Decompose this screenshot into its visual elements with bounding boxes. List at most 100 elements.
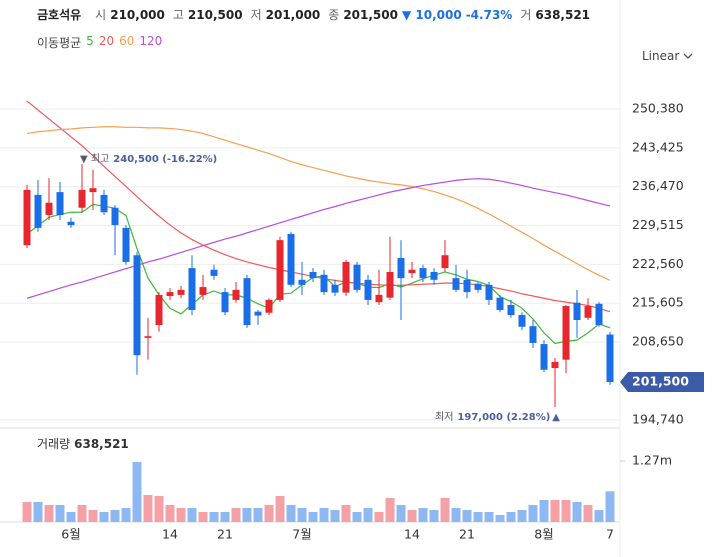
volume-bar [539,499,549,522]
volume-bar [583,504,593,522]
open-label: 시 [95,8,107,22]
volume-bar [495,514,505,522]
price-tag [620,372,704,393]
volume-bar [220,512,230,522]
candle-body [287,234,295,285]
x-tick-label: 14 [404,527,420,542]
ma-line [26,203,611,345]
candle-body [144,336,152,338]
close-value: 201,500 [343,8,398,22]
candle-body [122,227,130,262]
candle-body [232,289,240,300]
legend-entry: 60 [119,34,135,48]
volume-bar [77,504,87,522]
volume-bar [385,497,395,522]
volume-bar [55,504,65,522]
scale-label: Linear [642,49,680,63]
volume-bar [429,509,439,522]
candle-body [331,284,339,293]
high-value: 210,500 [187,8,243,22]
candle-body [518,314,526,327]
volume-bar [209,512,219,522]
candle-body [342,261,350,293]
volume-bar [462,509,472,522]
candle-body [474,283,482,290]
ma-line [26,178,611,299]
volume-bar [594,509,604,522]
candle-body [606,334,614,383]
candle-body [397,258,405,279]
candle-body [265,299,273,313]
stock-name: 금호석유 [37,8,82,22]
candle-body [45,202,53,216]
candle-body [100,194,108,213]
volume-bar [418,508,428,522]
candle-body [188,268,196,310]
x-tick-label: 6월 [61,527,80,542]
volume-bar [187,508,197,522]
candle-body [364,279,372,300]
close-label: 종 [328,8,340,22]
volume-bar [352,512,362,522]
ma-line [26,100,611,313]
volume-title-text: 거래량 [37,437,70,451]
candle-body [34,194,42,228]
volume-bar [407,509,417,522]
volume-bar [330,509,340,522]
price-tag-label: 201,500 [632,374,689,389]
quote-header: 금호석유 시 210,000 고 210,500 저 201,000 종 201,500… [37,6,590,23]
volume-bar [154,496,164,522]
y-tick-label: 222,560 [632,256,684,271]
y-tick-label: 236,470 [632,178,684,193]
candle-body [430,271,438,280]
volume-bar [561,499,571,522]
volume-title-value: 638,521 [74,437,129,451]
max-annotation-prefix: ▼ 최고 [80,153,109,165]
y-tick-label: 194,740 [632,411,684,426]
candle-body [320,274,328,293]
volume-bar [275,496,285,522]
y-tick-label: 229,515 [632,217,684,232]
candle-body [67,221,75,226]
candle-body [485,284,493,300]
change: ▼ 10,000 [401,8,462,22]
candle-body [595,303,603,326]
candle-body [540,344,548,370]
y-tick-label: 243,425 [632,139,684,154]
volume-bar [286,504,296,522]
candle-body [584,306,592,318]
change-pct: -4.73% [465,8,513,22]
volume-bar [121,508,131,522]
volume-bar [143,495,153,522]
chevron-icon [683,53,693,59]
volume-bar [605,491,615,522]
candle-body [78,189,86,208]
candle-body [210,269,218,276]
candle-body [23,189,31,246]
high-label: 고 [172,8,184,22]
candle-body [309,271,317,279]
candle-body [441,255,449,269]
candle-body [463,279,471,293]
candle-body [166,292,174,297]
volume-bar [132,461,142,522]
volume-bar [253,508,263,522]
volume-bar [374,512,384,522]
scale-dropdown[interactable]: Linear [642,49,693,63]
y-tick-label: 208,650 [632,334,684,349]
min-annotation-suffix: ▲ [552,412,560,423]
volume-bar [264,504,274,522]
volume-bar [242,508,252,522]
candle-body [353,264,361,290]
candle-body [507,304,515,315]
candle-body [551,361,559,369]
candle-body [276,240,284,300]
volume-bar [319,508,329,522]
y-tick-label: 215,605 [632,295,684,310]
candle-body [243,278,251,326]
x-tick-label: 7월 [292,527,311,542]
candle-body [89,188,97,193]
volume-bar [66,512,76,522]
